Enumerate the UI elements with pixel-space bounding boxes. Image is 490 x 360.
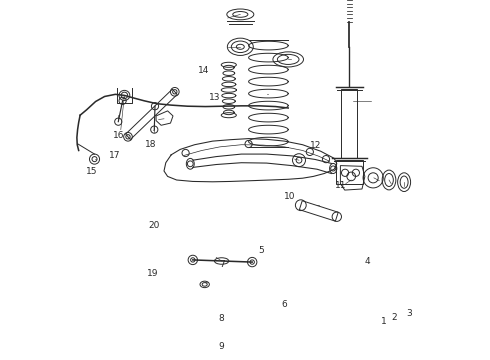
Text: 13: 13 bbox=[209, 93, 220, 102]
Text: 5: 5 bbox=[258, 246, 264, 255]
Text: 8: 8 bbox=[219, 314, 224, 323]
Text: 7: 7 bbox=[219, 260, 224, 269]
Text: 1: 1 bbox=[381, 317, 387, 325]
Text: 2: 2 bbox=[392, 313, 397, 322]
Text: 4: 4 bbox=[365, 256, 370, 265]
Text: 19: 19 bbox=[147, 269, 159, 278]
Text: 16: 16 bbox=[113, 130, 124, 139]
Text: 17: 17 bbox=[109, 151, 121, 160]
Text: 11: 11 bbox=[335, 181, 346, 190]
Text: 9: 9 bbox=[219, 342, 224, 351]
Text: 10: 10 bbox=[284, 192, 296, 201]
Text: 14: 14 bbox=[198, 66, 209, 75]
Text: 18: 18 bbox=[145, 140, 156, 149]
Text: 20: 20 bbox=[148, 220, 160, 230]
Text: 12: 12 bbox=[310, 141, 321, 150]
Text: 6: 6 bbox=[282, 300, 288, 309]
Text: 3: 3 bbox=[406, 309, 412, 318]
Text: 15: 15 bbox=[86, 166, 97, 175]
